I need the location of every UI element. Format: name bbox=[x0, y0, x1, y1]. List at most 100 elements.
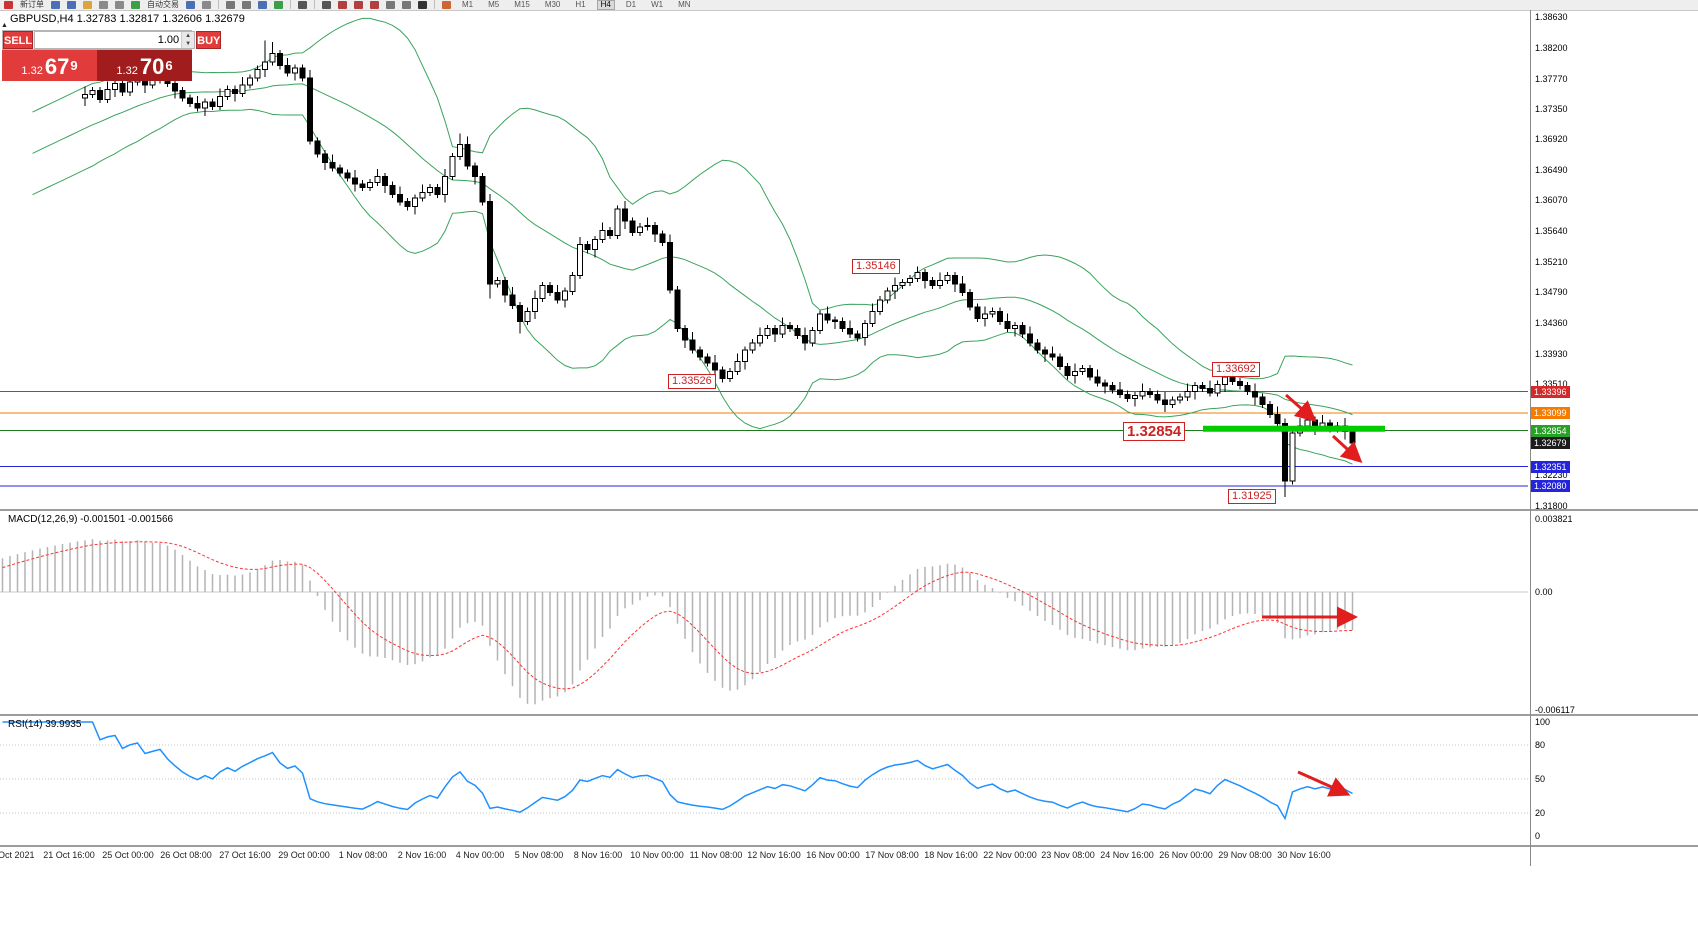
candle-body bbox=[337, 167, 343, 174]
time-axis-label: 26 Oct 08:00 bbox=[160, 850, 212, 860]
price-axis-tag: 1.32080 bbox=[1531, 480, 1570, 492]
candle-body bbox=[187, 97, 193, 105]
timeframe-button-m5[interactable]: M5 bbox=[488, 0, 500, 9]
rsi-down-arrow[interactable] bbox=[1297, 770, 1351, 797]
one-click-trading-panel: ▲ SELL ▲ ▼ BUY 1.32 67 9 1.32 70 6 bbox=[1, 22, 222, 81]
volume-up-icon[interactable]: ▲ bbox=[182, 32, 195, 40]
autotrading-label[interactable]: 自动交易 bbox=[147, 0, 179, 9]
candle-body bbox=[1199, 385, 1206, 390]
time-axis-label: 5 Nov 08:00 bbox=[514, 850, 564, 860]
navigator-icon[interactable] bbox=[83, 1, 92, 9]
trendline-icon[interactable] bbox=[370, 1, 379, 9]
text-icon[interactable] bbox=[418, 1, 427, 9]
new-chart-icon[interactable] bbox=[186, 1, 195, 9]
timeframe-button-m15[interactable]: M15 bbox=[514, 0, 530, 9]
volume-input[interactable] bbox=[35, 32, 182, 48]
fibonacci-icon[interactable] bbox=[402, 1, 411, 9]
candle-body bbox=[1349, 431, 1356, 444]
candle-body bbox=[1079, 368, 1086, 372]
arrow-tool-icon[interactable] bbox=[442, 1, 451, 9]
timeframe-button-h1[interactable]: H1 bbox=[575, 0, 586, 9]
candle-body bbox=[1244, 385, 1251, 392]
candle-body bbox=[1102, 382, 1108, 387]
chart-window-icon[interactable] bbox=[51, 1, 60, 9]
price-callout[interactable]: 1.32854 bbox=[1123, 422, 1186, 441]
vertical-line-icon[interactable] bbox=[338, 1, 347, 9]
panel-separator[interactable] bbox=[0, 509, 1698, 511]
volume-down-icon[interactable]: ▼ bbox=[182, 40, 195, 48]
sell-price-box[interactable]: 1.32 67 9 bbox=[2, 50, 97, 81]
candle-body bbox=[862, 322, 868, 339]
candle-body bbox=[809, 330, 816, 344]
candle-body bbox=[749, 342, 756, 351]
candle-body bbox=[329, 161, 336, 169]
zoom-out-icon[interactable] bbox=[242, 1, 251, 9]
price-chart-canvas[interactable] bbox=[0, 10, 1530, 509]
timeframe-button-m1[interactable]: M1 bbox=[462, 0, 474, 9]
crosshair-icon[interactable] bbox=[322, 1, 331, 9]
indicators-icon[interactable] bbox=[274, 1, 283, 9]
sell-price-base: 1.32 bbox=[21, 65, 43, 77]
timeframe-button-w1[interactable]: W1 bbox=[651, 0, 664, 9]
candle-body bbox=[1004, 320, 1011, 329]
rsi-panel-canvas[interactable] bbox=[0, 716, 1530, 845]
strategy-tester-icon[interactable] bbox=[115, 1, 124, 9]
channel-icon[interactable] bbox=[386, 1, 395, 9]
price-axis-tag: 1.32351 bbox=[1531, 461, 1570, 473]
buy-price-box[interactable]: 1.32 70 6 bbox=[97, 50, 192, 81]
sell-button[interactable]: SELL bbox=[3, 31, 34, 49]
candle-body bbox=[262, 61, 268, 70]
time-axis-label: 29 Oct 00:00 bbox=[278, 850, 330, 860]
candle-body bbox=[877, 299, 883, 312]
candle-body bbox=[869, 310, 876, 324]
zoom-in-icon[interactable] bbox=[226, 1, 235, 9]
price-axis-tag: 1.33099 bbox=[1531, 407, 1570, 419]
candle-body bbox=[89, 90, 96, 95]
macd-panel-canvas[interactable] bbox=[0, 511, 1530, 714]
candle-body bbox=[817, 313, 823, 332]
candle-body bbox=[937, 280, 943, 286]
price-axis-label: 1.36490 bbox=[1535, 165, 1568, 175]
time-axis-label: 26 Nov 00:00 bbox=[1159, 850, 1213, 860]
terminal-icon[interactable] bbox=[99, 1, 108, 9]
candle-body bbox=[1184, 391, 1191, 398]
price-callout[interactable]: 1.33526 bbox=[668, 374, 716, 389]
candle-body bbox=[622, 208, 628, 222]
collapse-one-click-icon[interactable]: ▲ bbox=[1, 22, 8, 29]
profiles-icon[interactable] bbox=[202, 1, 211, 9]
timeframe-button-m30[interactable]: M30 bbox=[544, 0, 561, 9]
time-axis-label: 30 Nov 16:00 bbox=[1277, 850, 1331, 860]
buy-button[interactable]: BUY bbox=[196, 31, 222, 49]
candle-body bbox=[194, 103, 201, 109]
candle-body bbox=[532, 297, 538, 312]
candle-body bbox=[494, 280, 501, 285]
timeframe-button-d1[interactable]: D1 bbox=[625, 0, 637, 9]
toolbar: 新订单 自动交易 M1 M5 M15 M30 H1 H4 D1 W1 MN bbox=[0, 0, 1698, 11]
candle-body bbox=[899, 282, 906, 287]
price-callout[interactable]: 1.35146 bbox=[852, 259, 900, 274]
trend-arrow[interactable] bbox=[1285, 393, 1317, 422]
candle-body bbox=[1094, 376, 1101, 384]
candle-body bbox=[577, 244, 583, 276]
timeframe-button-mn[interactable]: MN bbox=[678, 0, 691, 9]
price-callout[interactable]: 1.33692 bbox=[1212, 362, 1260, 377]
candle-body bbox=[592, 239, 598, 251]
new-order-label[interactable]: 新订单 bbox=[20, 0, 44, 9]
market-watch-icon[interactable] bbox=[67, 1, 76, 9]
candle-body bbox=[847, 327, 853, 335]
cursor-icon[interactable] bbox=[298, 1, 307, 9]
new-order-icon[interactable] bbox=[4, 1, 13, 9]
candle-body bbox=[1132, 395, 1138, 400]
timeframe-button-h4[interactable]: H4 bbox=[596, 0, 615, 10]
candle-body bbox=[667, 242, 673, 291]
panel-separator[interactable] bbox=[0, 714, 1698, 716]
tile-windows-icon[interactable] bbox=[258, 1, 267, 9]
toolbar-separator bbox=[218, 0, 219, 9]
price-callout[interactable]: 1.31925 bbox=[1228, 489, 1276, 504]
trend-arrow[interactable] bbox=[1331, 434, 1363, 464]
autotrading-icon[interactable] bbox=[131, 1, 140, 9]
price-axis-label: 1.38630 bbox=[1535, 12, 1568, 22]
candle-body bbox=[367, 181, 373, 188]
candle-body bbox=[314, 140, 321, 155]
horizontal-line-icon[interactable] bbox=[354, 1, 363, 9]
